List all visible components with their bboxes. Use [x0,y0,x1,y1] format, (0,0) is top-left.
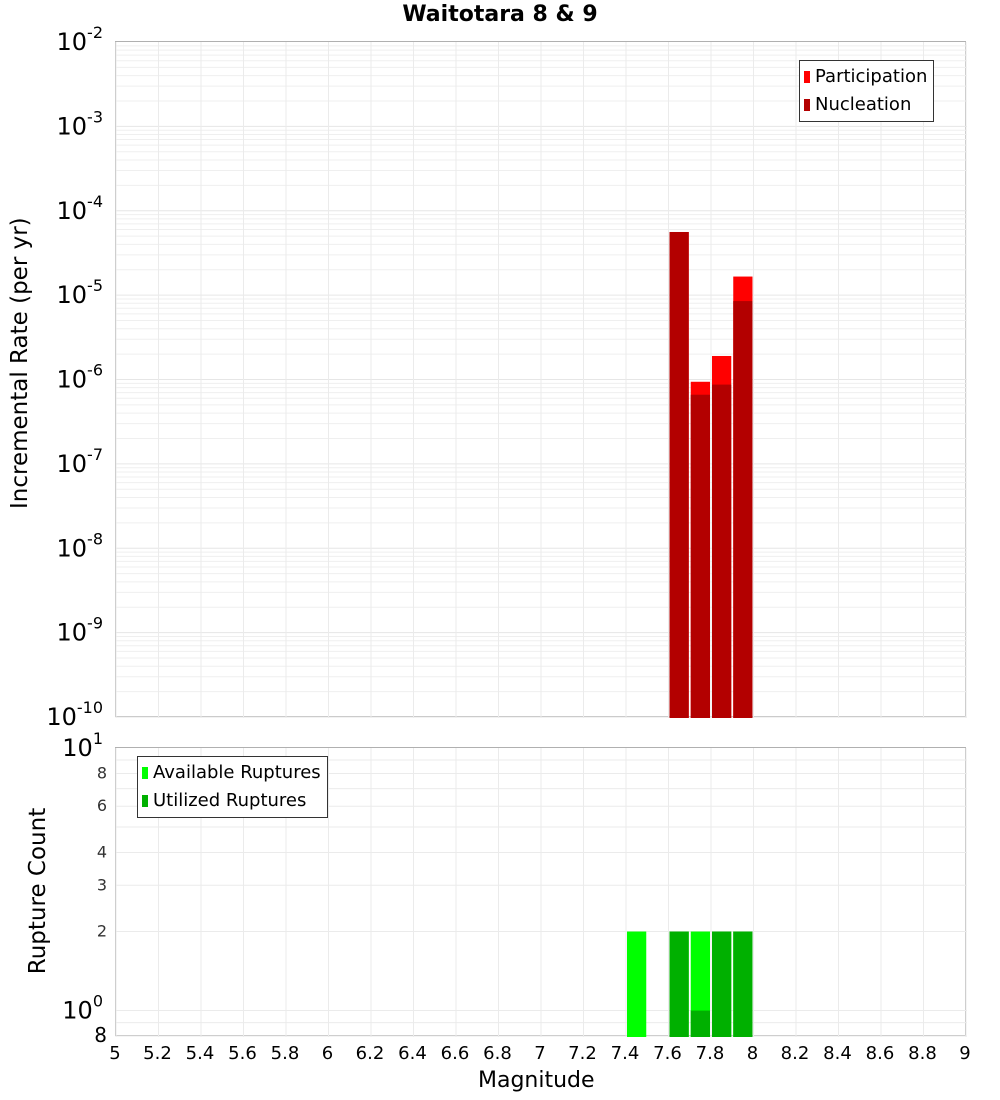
available-bar [627,931,647,1037]
x-tick-label: 7 [534,1043,545,1064]
y-tick-label: 6 [97,796,107,815]
legend-label: Utilized Ruptures [153,790,307,811]
x-tick-label: 7.6 [653,1043,682,1064]
x-tick-label: 5.8 [271,1043,300,1064]
participation-swatch [804,71,810,83]
legend-item-nucleation: Nucleation [804,91,927,119]
y-tick-label: 10-2 [57,23,104,56]
y-tick-label: 8 [94,1023,107,1047]
x-tick-label: 7.4 [611,1043,640,1064]
bottom-y-axis-label: Rupture Count [25,807,51,975]
utilized-swatch [142,795,148,807]
x-tick-label: 5.6 [228,1043,257,1064]
y-tick-label: 4 [97,842,107,861]
utilized-bar [733,931,753,1037]
top-plot-area: Participation Nucleation [115,41,967,718]
legend-item-available: Available Ruptures [142,759,321,787]
nucleation-bar [690,394,710,718]
chart-title: Waitotara 8 & 9 [402,2,598,27]
y-tick-label: 10-10 [46,698,103,731]
x-tick-label: 8.2 [781,1043,810,1064]
x-tick-label: 6.4 [398,1043,427,1064]
y-tick-label: 2 [97,922,107,941]
x-tick-label: 8.4 [823,1043,852,1064]
utilized-bar [690,1010,710,1037]
bottom-plot-svg [115,748,967,1037]
y-tick-label: 3 [97,875,107,894]
top-y-axis-label: Incremental Rate (per yr) [7,217,33,509]
y-tick-label: 10-6 [57,361,104,394]
legend-item-utilized: Utilized Ruptures [142,787,321,815]
x-tick-label: 5.4 [186,1043,215,1064]
nucleation-bar [733,301,753,718]
y-tick-label: 10-5 [57,276,104,309]
nucleation-bar [712,384,732,718]
x-tick-label: 6.6 [441,1043,470,1064]
y-tick-label: 8 [97,763,107,782]
y-tick-label: 10-8 [57,529,104,562]
nucleation-bar [669,231,689,718]
x-tick-label: 7.2 [568,1043,597,1064]
top-legend: Participation Nucleation [799,60,935,122]
x-axis-label: Magnitude [478,1068,595,1093]
utilized-bar [712,931,732,1037]
x-tick-label: 5.2 [143,1043,172,1064]
y-tick-label: 10-7 [57,445,104,478]
bottom-legend: Available Ruptures Utilized Ruptures [137,756,328,818]
x-tick-label: 7.8 [696,1043,725,1064]
top-plot-svg [115,42,967,718]
legend-label: Nucleation [815,94,912,115]
x-tick-label: 5 [109,1043,120,1064]
x-tick-label: 9 [959,1043,970,1064]
x-tick-label: 8.6 [866,1043,895,1064]
x-tick-label: 8.8 [908,1043,937,1064]
legend-item-participation: Participation [804,63,927,91]
x-tick-label: 6.8 [483,1043,512,1064]
y-tick-label: 100 [62,992,103,1025]
x-tick-label: 6 [322,1043,333,1064]
available-swatch [142,767,148,779]
x-tick-label: 6.2 [356,1043,385,1064]
y-tick-label: 101 [62,729,103,762]
legend-label: Participation [815,66,928,87]
legend-label: Available Ruptures [153,762,321,783]
y-tick-label: 10-4 [57,192,104,225]
y-tick-label: 10-9 [57,614,104,647]
y-tick-label: 10-3 [57,107,104,140]
x-tick-label: 8 [747,1043,758,1064]
bottom-plot-area: Available Ruptures Utilized Ruptures [115,747,967,1037]
utilized-bar [669,931,689,1037]
nucleation-swatch [804,99,810,111]
